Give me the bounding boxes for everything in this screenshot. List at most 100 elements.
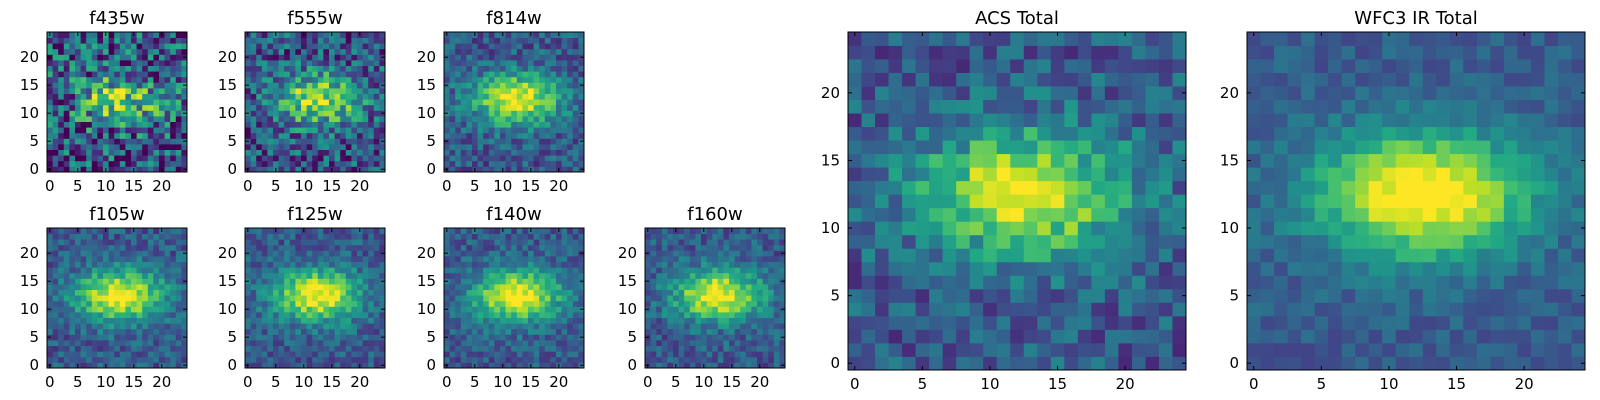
heatmap-cell	[578, 127, 585, 134]
heatmap-cell	[528, 233, 534, 240]
heatmap-cell	[147, 345, 154, 352]
heatmap-cell	[550, 267, 557, 274]
heatmap-cell	[455, 82, 462, 89]
heatmap-cell	[278, 284, 285, 290]
heatmap-cell	[511, 334, 518, 341]
heatmap-cell	[164, 244, 171, 251]
heatmap-cell	[131, 239, 137, 246]
heatmap-cell	[103, 149, 109, 156]
heatmap-cell	[1050, 261, 1065, 276]
heatmap-cell	[561, 312, 568, 318]
heatmap-cell	[516, 267, 523, 274]
heatmap-cell	[142, 256, 149, 262]
heatmap-cell	[494, 345, 501, 352]
heatmap-cell	[175, 362, 182, 369]
heatmap-cell	[773, 345, 780, 352]
heatmap-cell	[334, 356, 341, 363]
heatmap-cell	[261, 116, 268, 122]
heatmap-cell	[256, 127, 263, 134]
heatmap-cell	[533, 127, 540, 134]
heatmap-cell	[80, 60, 87, 66]
heatmap-cell	[511, 362, 518, 369]
heatmap-cell	[52, 65, 59, 72]
heatmap-cell	[345, 82, 352, 89]
heatmap-cell	[114, 356, 121, 363]
heatmap-cell	[47, 340, 53, 346]
heatmap-cell	[58, 261, 65, 268]
heatmap-cell	[362, 328, 369, 335]
heatmap-cell	[528, 272, 534, 279]
heatmap-cell	[956, 275, 971, 290]
heatmap-cell	[516, 261, 523, 268]
heatmap-cell	[114, 317, 121, 324]
heatmap-cell	[533, 289, 540, 296]
heatmap-cell	[723, 345, 730, 352]
heatmap-cell	[379, 239, 386, 246]
heatmap-cell	[125, 228, 132, 234]
heatmap-cell	[75, 323, 81, 330]
heatmap-cell	[114, 166, 121, 173]
heatmap-cell	[323, 312, 330, 318]
heatmap-cell	[86, 267, 93, 274]
heatmap-cell	[1077, 207, 1092, 222]
heatmap-cell	[164, 166, 171, 173]
heatmap-cell	[505, 43, 512, 50]
x-tick-label: 0	[243, 177, 253, 195]
heatmap-cell	[544, 155, 551, 162]
heatmap-cell	[556, 256, 562, 262]
y-tick-label: 20	[618, 244, 637, 262]
heatmap-cell	[734, 362, 741, 369]
heatmap-cell	[516, 328, 523, 335]
heatmap-cell	[751, 340, 758, 346]
heatmap-cell	[170, 362, 177, 369]
heatmap-cell	[114, 48, 121, 55]
heatmap-cell	[678, 323, 685, 330]
heatmap-cell	[125, 88, 132, 94]
heatmap-cell	[108, 54, 115, 61]
heatmap-cell	[466, 228, 473, 234]
heatmap-cell	[556, 340, 562, 346]
heatmap-cell	[181, 312, 188, 318]
heatmap-cell	[86, 323, 93, 330]
heatmap-cell	[929, 288, 944, 303]
heatmap-cell	[561, 345, 568, 352]
heatmap-cell	[175, 289, 182, 296]
heatmap-cell	[86, 149, 93, 156]
heatmap-cell	[572, 351, 579, 358]
heatmap-cell	[289, 256, 296, 262]
heatmap-cell	[460, 228, 467, 234]
heatmap-cell	[684, 244, 691, 251]
heatmap-cell	[312, 340, 319, 346]
heatmap-cell	[488, 345, 495, 352]
heatmap-cell	[544, 166, 551, 173]
heatmap-cell	[119, 233, 126, 240]
heatmap-cell	[516, 334, 523, 341]
heatmap-cell	[86, 306, 93, 313]
heatmap-cell	[516, 300, 523, 307]
heatmap-cell	[317, 32, 324, 38]
heatmap-cell	[379, 132, 386, 139]
heatmap-cell	[449, 289, 456, 296]
heatmap-cell	[278, 127, 285, 134]
heatmap-cell	[329, 289, 335, 296]
heatmap-cell	[75, 306, 81, 313]
heatmap-cell	[444, 116, 450, 122]
heatmap-cell	[656, 239, 663, 246]
heatmap-cell	[91, 272, 98, 279]
heatmap-cell	[505, 284, 512, 290]
heatmap-cell	[261, 233, 268, 240]
heatmap-cell	[505, 340, 512, 346]
heatmap-cell	[444, 160, 450, 167]
heatmap-cell	[544, 54, 551, 61]
heatmap-cell	[295, 239, 302, 246]
heatmap-cell	[131, 295, 137, 302]
heatmap-cell	[170, 278, 177, 285]
heatmap-cell	[472, 284, 478, 290]
heatmap-cell	[533, 99, 540, 106]
heatmap-cell	[483, 132, 490, 139]
heatmap-cell	[175, 278, 182, 285]
heatmap-cell	[1077, 288, 1092, 303]
heatmap-cell	[261, 166, 268, 173]
heatmap-cell	[544, 306, 551, 313]
heatmap-cell	[773, 317, 780, 324]
